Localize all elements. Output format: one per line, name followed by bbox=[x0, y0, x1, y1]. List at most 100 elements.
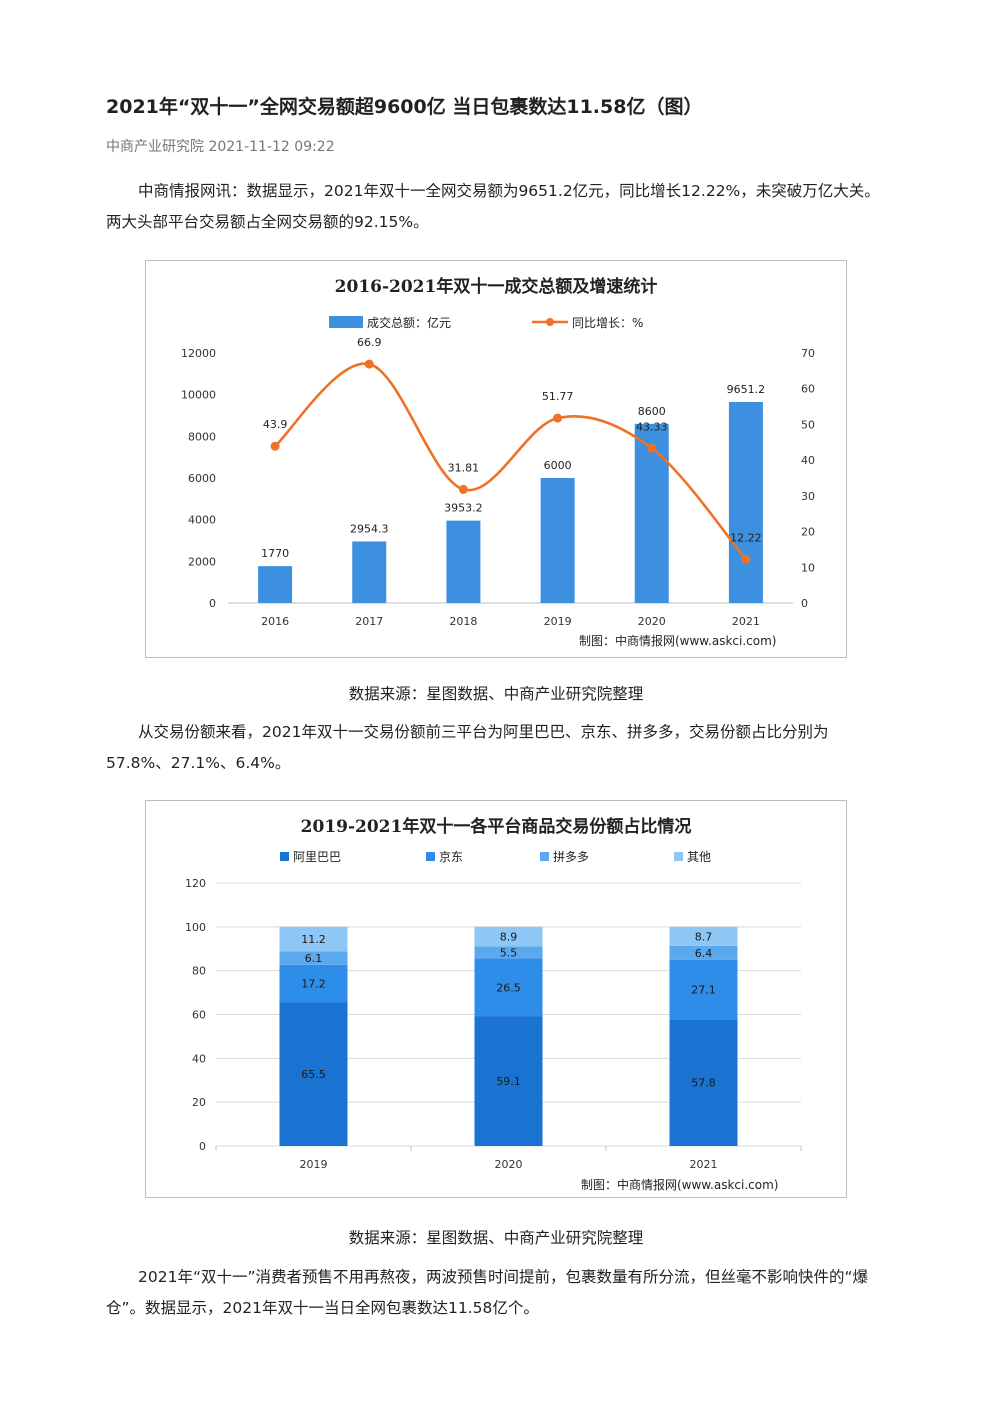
x-tick-label: 2020 bbox=[495, 1158, 523, 1171]
y-right-tick-label: 60 bbox=[801, 383, 815, 396]
y-tick-label: 40 bbox=[192, 1052, 206, 1065]
y-right-tick-label: 30 bbox=[801, 490, 815, 503]
legend-label-line: 同比增长：% bbox=[572, 316, 643, 330]
bar-segment bbox=[474, 946, 543, 959]
y-right-tick-label: 10 bbox=[801, 561, 815, 574]
legend-swatch bbox=[540, 852, 549, 861]
paragraph-3: 2021年“双十一”消费者预售不用再熬夜，两波预售时间提前，包裹数量有所分流，但… bbox=[106, 1268, 869, 1317]
bar-sales bbox=[728, 401, 763, 603]
bar-sales bbox=[634, 423, 669, 603]
legend-swatch bbox=[674, 852, 683, 861]
line-value-label: 51.77 bbox=[542, 390, 574, 403]
line-point-growth bbox=[647, 443, 657, 453]
y-right-tick-label: 50 bbox=[801, 418, 815, 431]
article-meta: 中商产业研究院 2021-11-12 09:22 bbox=[106, 139, 335, 155]
y-tick-label: 0 bbox=[199, 1140, 206, 1153]
paragraph-2: 从交易份额来看，2021年双十一交易份额前三平台为阿里巴巴、京东、拼多多，交易份… bbox=[106, 723, 829, 772]
line-value-label: 43.9 bbox=[263, 418, 288, 431]
bar-segment bbox=[669, 926, 738, 946]
bar-segment-label: 27.1 bbox=[691, 984, 716, 997]
bar-segment bbox=[279, 926, 348, 952]
bar-value-label: 6000 bbox=[544, 459, 572, 472]
bar-sales bbox=[258, 566, 293, 603]
y-right-tick-label: 20 bbox=[801, 526, 815, 539]
bar-segment-label: 6.1 bbox=[305, 952, 323, 965]
chart-credit: 制图：中商情报网(www.askci.com) bbox=[579, 633, 776, 648]
bar-segment bbox=[279, 951, 348, 965]
line-growth bbox=[274, 362, 747, 561]
bar-value-label: 9651.2 bbox=[727, 383, 766, 396]
bar-segment-label: 8.9 bbox=[500, 931, 518, 944]
bar-value-label: 2954.3 bbox=[350, 522, 389, 535]
bar-segment bbox=[474, 958, 543, 1017]
bar-segment bbox=[669, 945, 738, 960]
legend-label: 拼多多 bbox=[553, 850, 589, 864]
caption-1: 数据来源：星图数据、中商产业研究院整理 bbox=[348, 685, 644, 703]
chart-platform-share: 2019-2021年双十一各平台商品交易份额占比情况阿里巴巴 京东 拼多多 其他 0 20… bbox=[145, 800, 847, 1198]
legend-marker-line bbox=[546, 318, 554, 326]
bar-sales bbox=[352, 541, 387, 603]
line-point-growth bbox=[553, 413, 563, 423]
bar-segment-label: 57.8 bbox=[691, 1077, 716, 1090]
legend-label-bar: 成交总额：亿元 bbox=[367, 315, 451, 330]
y-tick-label: 100 bbox=[185, 921, 206, 934]
bar-segment-label: 17.2 bbox=[301, 978, 326, 991]
y-tick-label: 120 bbox=[185, 877, 206, 890]
line-point-growth bbox=[364, 359, 374, 369]
legend-label: 阿里巴巴 bbox=[293, 850, 341, 864]
line-point-growth bbox=[270, 441, 280, 451]
legend-label: 京东 bbox=[439, 850, 463, 864]
bar-segment bbox=[669, 1019, 738, 1146]
legend-label: 其他 bbox=[687, 850, 711, 864]
paragraph-1: 中商情报网讯：数据显示，2021年双十一全网交易额为9651.2亿元，同比增长1… bbox=[106, 182, 880, 231]
x-tick-label: 2021 bbox=[732, 615, 760, 628]
line-point-growth bbox=[458, 484, 468, 494]
y-right-tick-label: 40 bbox=[801, 454, 815, 467]
bar-value-label: 8600 bbox=[638, 405, 666, 418]
x-tick-label: 2019 bbox=[544, 615, 572, 628]
bar-segment-label: 5.5 bbox=[500, 946, 518, 959]
line-value-label: 66.9 bbox=[357, 336, 382, 349]
bar-segment bbox=[669, 959, 738, 1020]
legend-swatch bbox=[426, 852, 435, 861]
line-value-label: 12.22 bbox=[730, 531, 762, 544]
x-tick-label: 2019 bbox=[300, 1158, 328, 1171]
y-left-tick-label: 2000 bbox=[188, 555, 216, 568]
y-tick-label: 80 bbox=[192, 965, 206, 978]
y-tick-label: 20 bbox=[192, 1096, 206, 1109]
bar-sales bbox=[446, 520, 481, 603]
legend-swatch bbox=[280, 852, 289, 861]
bar-segment bbox=[279, 1002, 348, 1146]
y-left-tick-label: 6000 bbox=[188, 472, 216, 485]
y-tick-label: 60 bbox=[192, 1009, 206, 1022]
bar-segment-label: 65.5 bbox=[301, 1068, 326, 1081]
bar-segment bbox=[474, 926, 543, 947]
bar-value-label: 3953.2 bbox=[444, 502, 483, 515]
bar-segment-label: 6.4 bbox=[695, 947, 713, 960]
chart-sales-growth: 2016-2021年双十一成交总额及增速统计成交总额：亿元 同比增长：% 0 2000… bbox=[145, 260, 847, 658]
bar-segment-label: 11.2 bbox=[301, 933, 326, 946]
line-value-label: 43.33 bbox=[636, 420, 668, 433]
x-tick-label: 2021 bbox=[690, 1158, 718, 1171]
chart-title: 2016-2021年双十一成交总额及增速统计 bbox=[335, 276, 658, 297]
y-right-tick-label: 0 bbox=[801, 597, 808, 610]
x-tick-label: 2016 bbox=[261, 615, 289, 628]
line-value-label: 31.81 bbox=[448, 461, 480, 474]
chart-credit: 制图：中商情报网(www.askci.com) bbox=[581, 1177, 778, 1192]
bar-segment-label: 26.5 bbox=[496, 981, 521, 994]
chart-title: 2019-2021年双十一各平台商品交易份额占比情况 bbox=[301, 816, 692, 837]
x-tick-label: 2017 bbox=[355, 615, 383, 628]
x-tick-label: 2018 bbox=[449, 615, 477, 628]
caption-2: 数据来源：星图数据、中商产业研究院整理 bbox=[348, 1229, 644, 1247]
x-tick-label: 2020 bbox=[638, 615, 666, 628]
y-left-tick-label: 0 bbox=[209, 597, 216, 610]
legend-swatch-bar bbox=[329, 316, 363, 328]
line-point-growth bbox=[741, 554, 751, 564]
bar-segment bbox=[279, 964, 348, 1003]
bar-segment bbox=[474, 1016, 543, 1146]
bar-segment-label: 59.1 bbox=[496, 1075, 521, 1088]
y-left-tick-label: 4000 bbox=[188, 514, 216, 527]
bar-segment-label: 8.7 bbox=[695, 930, 713, 943]
bar-sales bbox=[540, 478, 575, 603]
